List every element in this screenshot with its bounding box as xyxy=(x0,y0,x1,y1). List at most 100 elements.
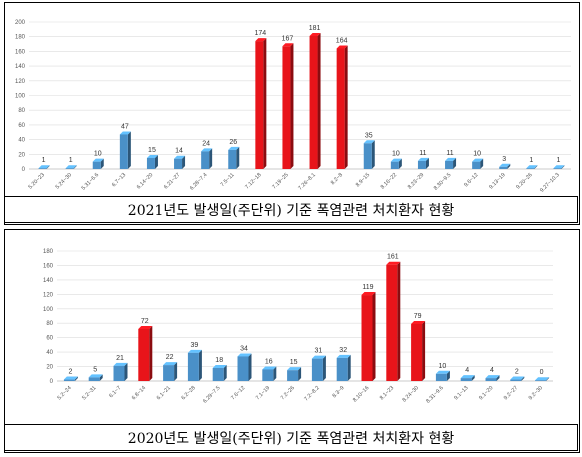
chart-2020-bar xyxy=(262,366,277,381)
chart-2021-x-tick-label: 7.5~11 xyxy=(220,172,236,188)
chart-2021-data-label: 14 xyxy=(175,148,183,155)
chart-2020-data-label: 31 xyxy=(315,348,323,355)
chart-2020-bar xyxy=(63,376,78,381)
chart-2021-y-tick-label: 180 xyxy=(15,35,26,41)
chart-2020-data-label: 21 xyxy=(116,355,124,362)
chart-2020-y-tick-label: 40 xyxy=(46,350,53,356)
chart-2020-bar xyxy=(411,320,426,381)
chart-2021-bar xyxy=(472,158,484,169)
chart-2021-y-tick-label: 0 xyxy=(22,167,26,173)
chart-2020-data-label: 32 xyxy=(339,347,347,354)
chart-2020-data-label: 161 xyxy=(387,254,399,261)
chart-2021-y-tick-label: 120 xyxy=(15,79,26,85)
chart-2021-data-label: 1 xyxy=(42,157,46,164)
chart-2021-data-label: 11 xyxy=(446,150,453,157)
chart-2021-data-label: 167 xyxy=(282,35,294,42)
chart-2021-data-label: 47 xyxy=(121,123,129,130)
chart-2021-bar xyxy=(228,146,240,169)
chart-2021-y-tick-label: 40 xyxy=(18,138,25,144)
chart-2020-bar xyxy=(212,365,227,381)
chart-2021-bar xyxy=(445,157,457,169)
chart-2021-y-tick-label: 60 xyxy=(18,123,25,129)
chart-2020-x-tick-label: 6.2~28 xyxy=(181,385,197,401)
chart-2021-y-tick-label: 100 xyxy=(15,94,26,100)
chart-2020-x-tick-label: 6.1~7 xyxy=(108,385,122,399)
chart-2020-x-tick-label: 9.2~27 xyxy=(503,385,519,401)
chart-2020-bar xyxy=(460,375,475,381)
chart-2020-data-label: 22 xyxy=(166,354,174,361)
chart-2021-data-label: 3 xyxy=(502,156,506,163)
chart-2020-x-tick-label: 7.1~19 xyxy=(255,385,271,401)
chart-2020-x-tick-label: 8.10~16 xyxy=(352,385,370,403)
chart-2021-data-label: 24 xyxy=(202,140,210,147)
chart-2020-x-tick-label: 9.1~13 xyxy=(453,385,469,401)
chart-2020-bar xyxy=(138,326,153,381)
chart-2021-bar xyxy=(201,148,213,169)
chart-2020-x-tick-label: 8.24~30 xyxy=(402,385,420,403)
chart-2021-x-tick-label: 8.30~9.5 xyxy=(433,172,452,191)
chart-2021-bar xyxy=(417,157,429,169)
chart-2020-data-label: 2 xyxy=(68,369,72,376)
bar-chart-2020: 02040608010012014016018025.2~2455.2~3121… xyxy=(43,249,553,405)
chart-2020-data-label: 2 xyxy=(515,369,519,376)
chart-2021-data-label: 1 xyxy=(69,157,73,164)
chart-2020-data-label: 0 xyxy=(540,369,544,376)
chart-2021-x-tick-label: 9.27~10.3 xyxy=(539,172,561,194)
chart-2021-bar xyxy=(38,165,50,169)
chart-2021-data-label: 26 xyxy=(229,139,237,146)
chart-panel-2021: 0 20 40 60 80 100 120 140 160 180 200 1 5.20~23 1 5.24… xyxy=(4,2,580,225)
chart-2020-data-label: 18 xyxy=(215,357,223,364)
chart-2020-y-tick-label: 180 xyxy=(43,249,54,255)
chart-2020-bar xyxy=(510,376,525,381)
chart-2020-bar xyxy=(386,261,401,381)
chart-2020-bar xyxy=(311,355,326,381)
chart-2021-data-label: 11 xyxy=(419,150,426,157)
chart-2020-data-label: 16 xyxy=(265,358,273,365)
chart-2021-data-label: 164 xyxy=(336,37,348,44)
chart-2020-bar xyxy=(163,362,178,381)
chart-caption-2021: 2021년도 발생일(주단위) 기준 폭염관련 처치환자 현황 xyxy=(4,196,578,223)
chart-2021-bar xyxy=(65,165,77,169)
chart-2020-y-tick-label: 160 xyxy=(43,263,54,269)
chart-2021-bar xyxy=(174,155,186,169)
chart-2021-y-tick-label: 200 xyxy=(15,20,26,26)
chart-2020-x-tick-label: 9.1~20 xyxy=(478,385,494,401)
chart-2020-x-tick-label: 5.2~31 xyxy=(81,385,97,401)
chart-2020-y-tick-label: 100 xyxy=(43,307,54,313)
chart-2020-data-label: 34 xyxy=(240,345,248,352)
chart-2020-x-tick-label: 7.6~12 xyxy=(230,385,246,401)
chart-2021-bar xyxy=(92,158,104,169)
chart-2020-x-tick-label: 6.29~7.5 xyxy=(202,385,221,404)
chart-2020-data-label: 4 xyxy=(490,367,494,374)
chart-2021-bar xyxy=(499,163,511,169)
chart-2021-x-tick-label: 9.20~26 xyxy=(515,172,533,190)
chart-2020-data-label: 72 xyxy=(141,318,149,325)
chart-2020-data-label: 5 xyxy=(93,366,97,373)
chart-2021-x-tick-label: 8.23~29 xyxy=(407,172,425,190)
chart-caption-2020: 2020년도 발생일(주단위) 기준 폭염관련 처치환자 현황 xyxy=(4,424,578,451)
chart-2020-x-tick-label: 8.3~9 xyxy=(332,385,346,399)
chart-2020-data-label: 10 xyxy=(439,363,447,370)
chart-2020-x-tick-label: 8.1~23 xyxy=(379,385,395,401)
chart-2020-bar xyxy=(88,374,103,381)
chart-2021-y-tick-label: 80 xyxy=(18,108,25,114)
chart-2021-bar xyxy=(146,154,158,169)
chart-2020-y-tick-label: 0 xyxy=(50,379,54,385)
chart-2021-y-tick-label: 140 xyxy=(15,64,26,70)
chart-2020-bar xyxy=(435,370,450,381)
chart-2021-x-tick-label: 5.20~23 xyxy=(28,172,46,190)
chart-2020-x-tick-label: 7.2~26 xyxy=(280,385,296,401)
chart-2020-bar xyxy=(113,362,128,381)
chart-2020-bar xyxy=(336,354,351,381)
chart-2021-data-label: 10 xyxy=(392,151,400,158)
chart-2021-x-tick-label: 7.12~18 xyxy=(244,172,262,190)
chart-2020-data-label: 15 xyxy=(290,359,298,366)
chart-2020-bar xyxy=(237,353,252,381)
chart-2020-bar xyxy=(287,367,302,381)
chart-2020-x-tick-label: 6.1~21 xyxy=(156,385,172,401)
chart-2020-y-tick-label: 20 xyxy=(46,365,53,371)
chart-2021-data-label: 10 xyxy=(473,151,481,158)
chart-2021-x-tick-label: 6.7~13 xyxy=(111,172,127,188)
chart-2020-bar xyxy=(361,292,376,381)
chart-2021-x-tick-label: 5.31~6.6 xyxy=(81,172,100,191)
